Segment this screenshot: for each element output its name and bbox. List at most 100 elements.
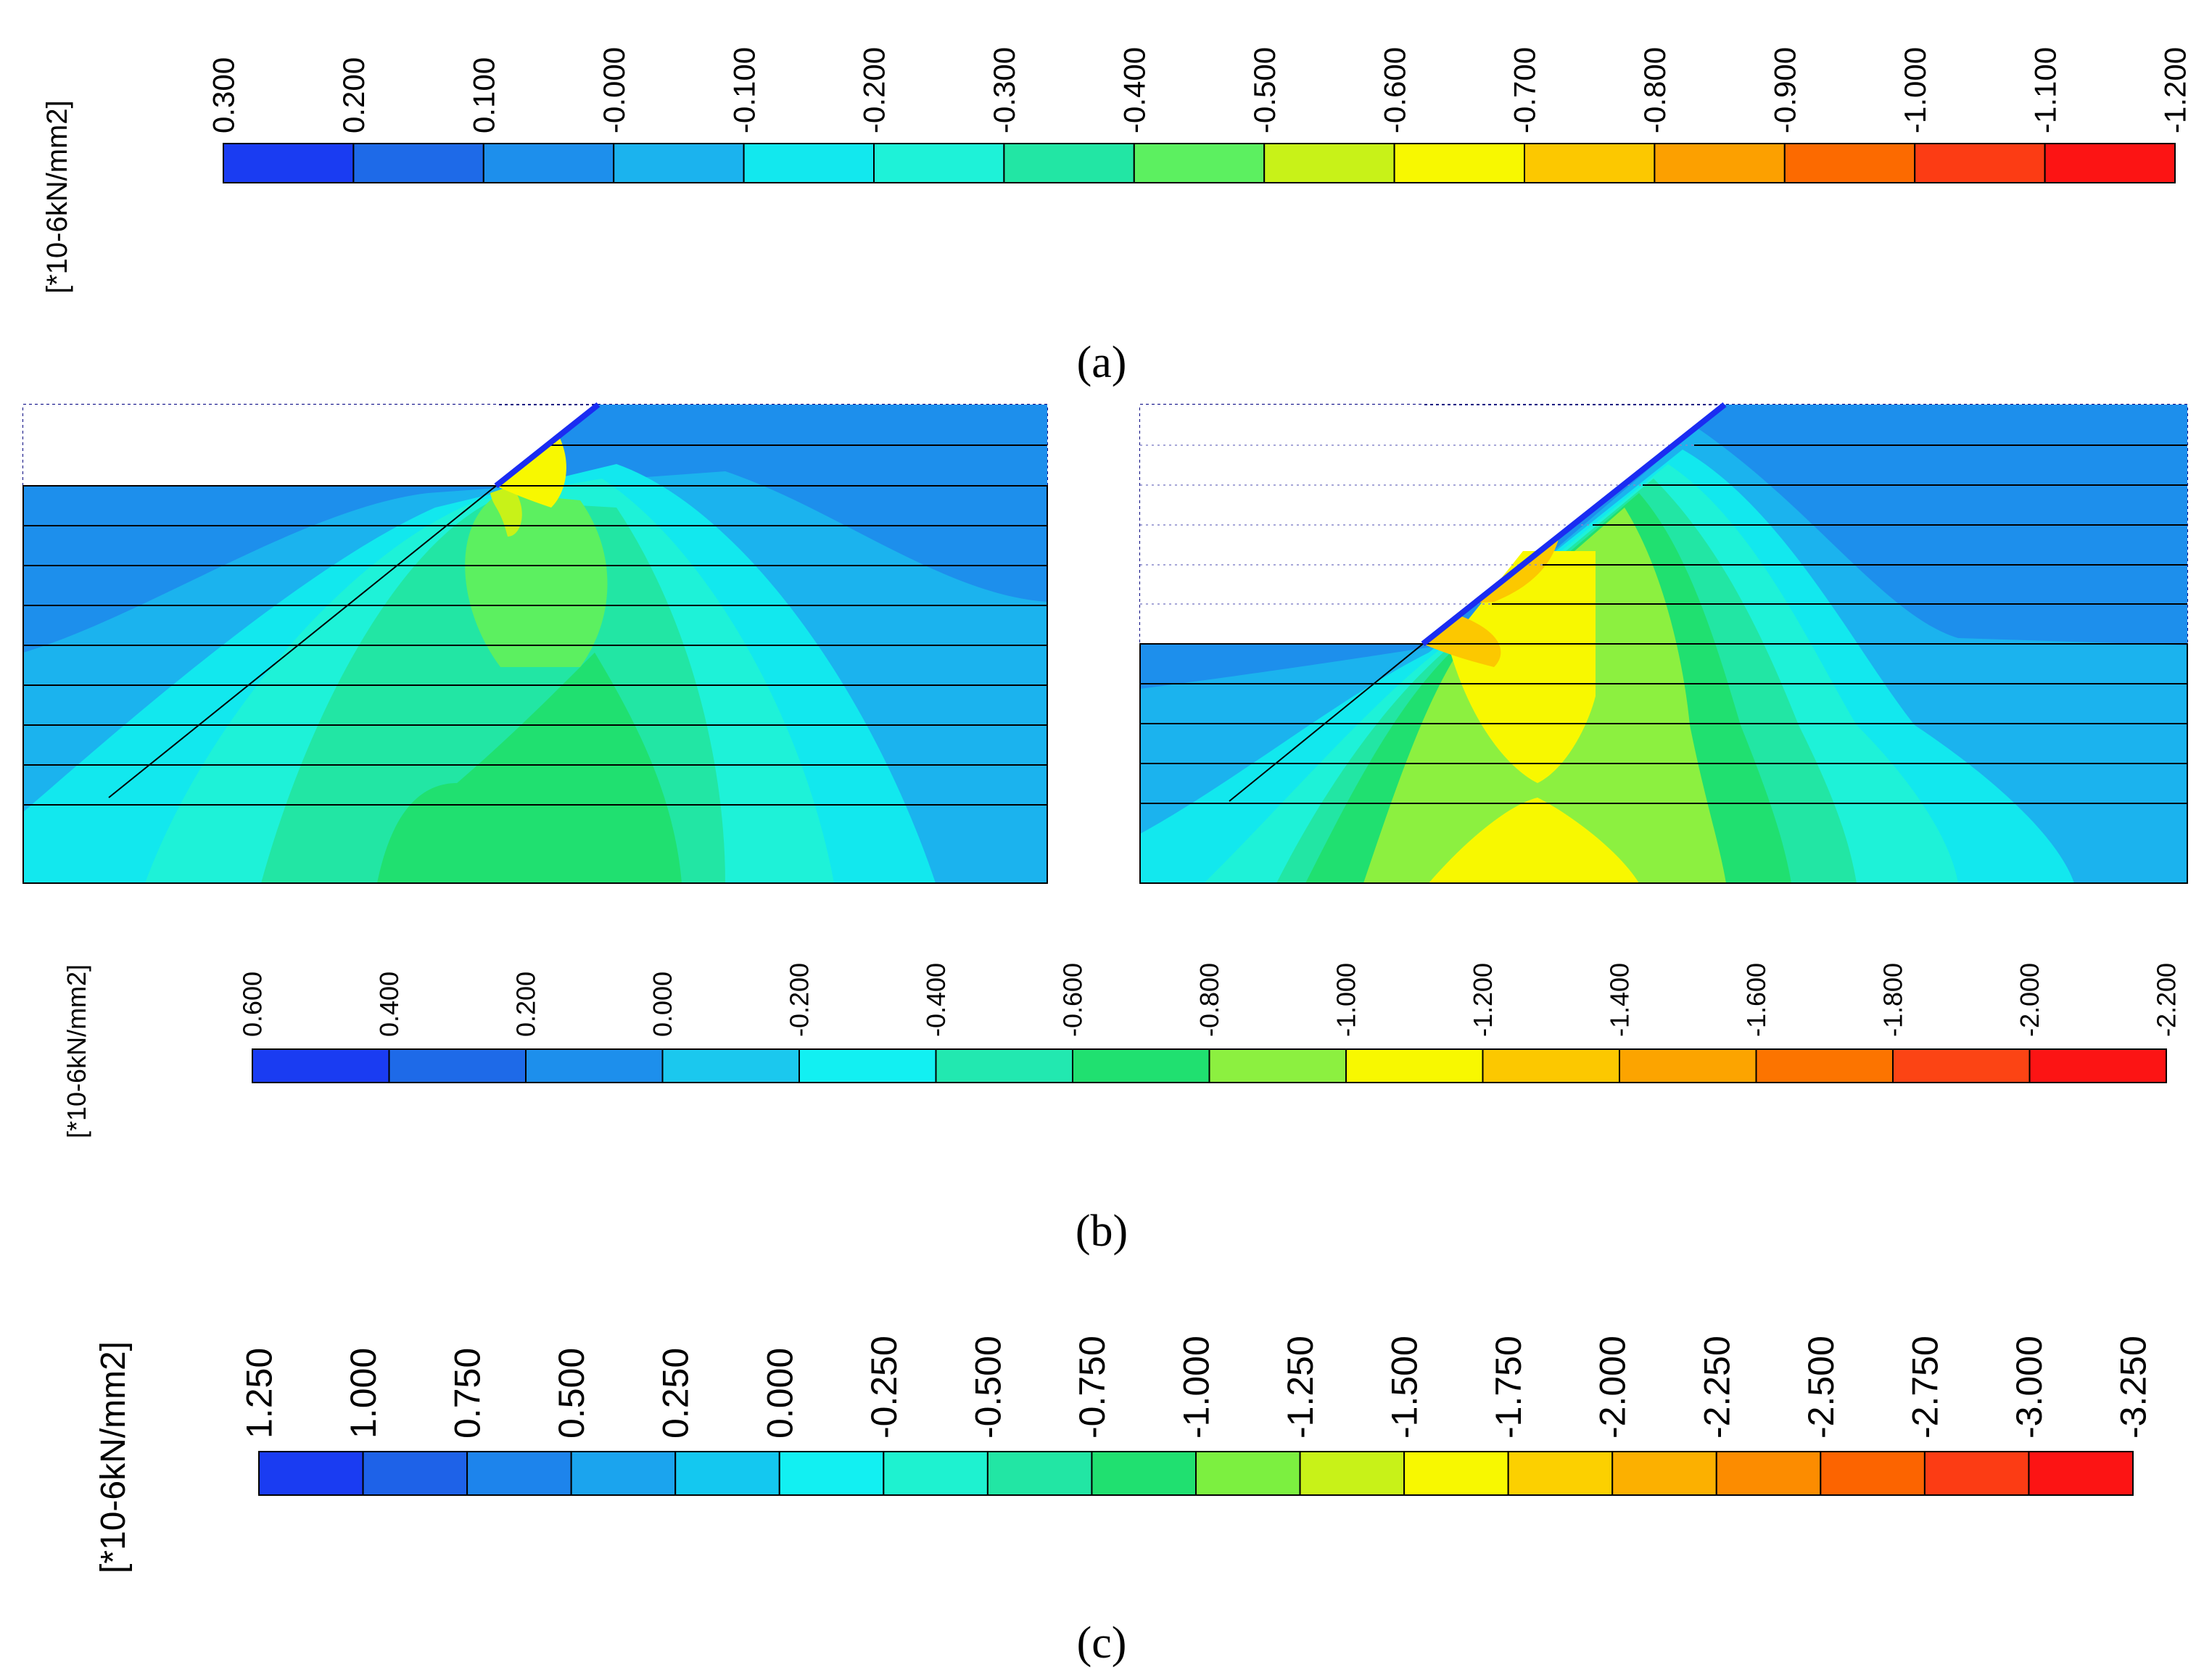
legend-b-tick-label: -1.400 — [1605, 963, 1635, 1037]
legend-c-swatch — [778, 1451, 885, 1496]
legend-c-swatch — [1299, 1451, 1406, 1496]
caption-a: (a) — [1077, 338, 1127, 387]
legend-a-swatch — [1393, 143, 1525, 183]
legend-b: [*10-6kN/mm2] 0.600 0.400 0.200 0.000 -0.200… — [62, 963, 2182, 1138]
legend-a-tick-label: -0.500 — [1247, 47, 1281, 133]
legend-c-tick-label: -0.250 — [864, 1336, 904, 1439]
legend-b-tick-label: -1.200 — [1468, 963, 1498, 1037]
legend-c-swatch — [362, 1451, 469, 1496]
legend-a-swatch — [1133, 143, 1266, 183]
legend-a-tick-label: -0.700 — [1508, 47, 1542, 133]
legend-c: [*10-6kN/mm2] 1.250 1.000 0.750 0.500 0.250 0… — [94, 1336, 2154, 1573]
legend-a-ticks: 0.300 0.200 0.100 -0.000 -0.100 -0.200 -0.300 -… — [207, 47, 2192, 133]
legend-c-swatch — [466, 1451, 572, 1496]
legend-a-tick-label: 0.300 — [207, 57, 241, 133]
legend-b-tick-label: -2.200 — [2152, 963, 2182, 1037]
legend-b-swatch — [935, 1048, 1073, 1083]
legend-c-swatch — [258, 1451, 364, 1496]
legend-a-tick-label: -0.400 — [1118, 47, 1152, 133]
legend-b-swatch — [388, 1048, 527, 1083]
legend-c-swatch — [1403, 1451, 1509, 1496]
legend-a-tick-label: -0.300 — [987, 47, 1021, 133]
legend-b-tick-label: -2.000 — [2015, 963, 2044, 1037]
legend-b-tick-label: -1.600 — [1741, 963, 1771, 1037]
caption-b: (b) — [1076, 1207, 1128, 1256]
legend-c-tick-label: 0.250 — [656, 1348, 696, 1439]
legend-c-tick-label: 0.500 — [551, 1348, 592, 1439]
legend-a-swatch — [1654, 143, 1786, 183]
legend-b-swatch — [1208, 1048, 1347, 1083]
legend-a-swatch — [1263, 143, 1395, 183]
legend-a-swatch — [2044, 143, 2176, 183]
left-slope-contour — [22, 402, 1048, 884]
legend-a-tick-label: -0.600 — [1377, 47, 1411, 133]
legend-a-tick-label: -0.900 — [1768, 47, 1802, 133]
legend-a-swatch — [873, 143, 1005, 183]
legend-a-tick-label: -0.100 — [727, 47, 761, 133]
legend-c-swatch — [1923, 1451, 2030, 1496]
legend-a-swatch — [1003, 143, 1135, 183]
legend-a-tick-label: -1.000 — [1898, 47, 1932, 133]
legend-a-tick-label: 0.200 — [337, 57, 371, 133]
right-slope-contour — [1139, 402, 2188, 884]
legend-b-swatch — [525, 1048, 664, 1083]
legend-c-tick-label: 0.750 — [447, 1348, 488, 1439]
legend-a-tick-label: -0.000 — [597, 47, 631, 133]
legend-b-swatch — [798, 1048, 937, 1083]
legend-a-swatch — [743, 143, 875, 183]
legend-a-swatch — [1914, 143, 2046, 183]
legend-a-swatch — [1783, 143, 1916, 183]
legend-b-unit-label: [*10-6kN/mm2] — [62, 964, 91, 1138]
legend-a-tick-label: -1.200 — [2158, 47, 2192, 133]
legend-c-swatch — [2028, 1451, 2134, 1496]
legend-b-swatch — [1072, 1048, 1210, 1083]
legend-c-swatch — [1820, 1451, 1926, 1496]
legend-c-ticks: 1.250 1.000 0.750 0.500 0.250 0.000 -0.250 -0.5… — [239, 1336, 2154, 1439]
legend-c-swatch — [1195, 1451, 1301, 1496]
legend-c-unit-label: [*10-6kN/mm2] — [94, 1341, 133, 1573]
legend-c-tick-label: -0.750 — [1072, 1336, 1113, 1439]
legend-c-colorbar — [258, 1451, 2134, 1496]
legend-c-swatch — [674, 1451, 780, 1496]
legend-c-tick-label: -1.250 — [1280, 1336, 1321, 1439]
legend-b-swatch — [661, 1048, 800, 1083]
legend-b-swatch — [1345, 1048, 1484, 1083]
legend-a-swatch — [1524, 143, 1656, 183]
legend-b-swatch — [2028, 1048, 2167, 1083]
legend-a-swatch — [613, 143, 745, 183]
legend-c-swatch — [1611, 1451, 1717, 1496]
legend-b-tick-label: 0.200 — [511, 972, 541, 1037]
legend-a-colorbar — [223, 143, 2176, 183]
legend-c-tick-label: -1.500 — [1384, 1336, 1425, 1439]
legend-b-colorbar — [252, 1048, 2167, 1083]
legend-c-tick-label: 1.250 — [239, 1348, 280, 1439]
legend-c-swatch — [570, 1451, 677, 1496]
legend-b-tick-label: -1.000 — [1332, 963, 1361, 1037]
legend-a-tick-label: -1.100 — [2028, 47, 2062, 133]
legend-a-swatch — [482, 143, 615, 183]
legend-b-tick-label: 0.400 — [374, 972, 404, 1037]
legend-b-tick-label: -0.200 — [785, 963, 814, 1037]
legend-b-tick-label: 0.000 — [648, 972, 677, 1037]
legend-b-tick-label: -0.600 — [1058, 963, 1088, 1037]
legend-a: [*10-6kN/mm2] 0.300 0.200 0.100 -0.000 -0.10… — [41, 47, 2192, 294]
legend-b-swatch — [1619, 1048, 1757, 1083]
legend-a-tick-label: -0.200 — [857, 47, 891, 133]
legend-c-tick-label: -1.000 — [1176, 1336, 1217, 1439]
legend-b-tick-label: -0.400 — [921, 963, 951, 1037]
legend-b-tick-label: -1.800 — [1878, 963, 1908, 1037]
legend-b-tick-label: 0.600 — [238, 972, 268, 1037]
legend-a-swatch — [223, 143, 355, 183]
legend-c-swatch — [883, 1451, 989, 1496]
legend-c-swatch — [986, 1451, 1093, 1496]
legend-b-swatch — [1755, 1048, 1894, 1083]
legend-c-tick-label: 1.000 — [343, 1348, 384, 1439]
legend-a-tick-label: 0.100 — [467, 57, 501, 133]
legend-c-tick-label: -2.000 — [1593, 1336, 1633, 1439]
legend-c-tick-label: -0.500 — [967, 1336, 1008, 1439]
legend-c-tick-label: -3.000 — [2009, 1336, 2050, 1439]
legend-c-swatch — [1091, 1451, 1197, 1496]
legend-c-swatch — [1715, 1451, 1822, 1496]
legend-c-tick-label: -1.750 — [1488, 1336, 1529, 1439]
